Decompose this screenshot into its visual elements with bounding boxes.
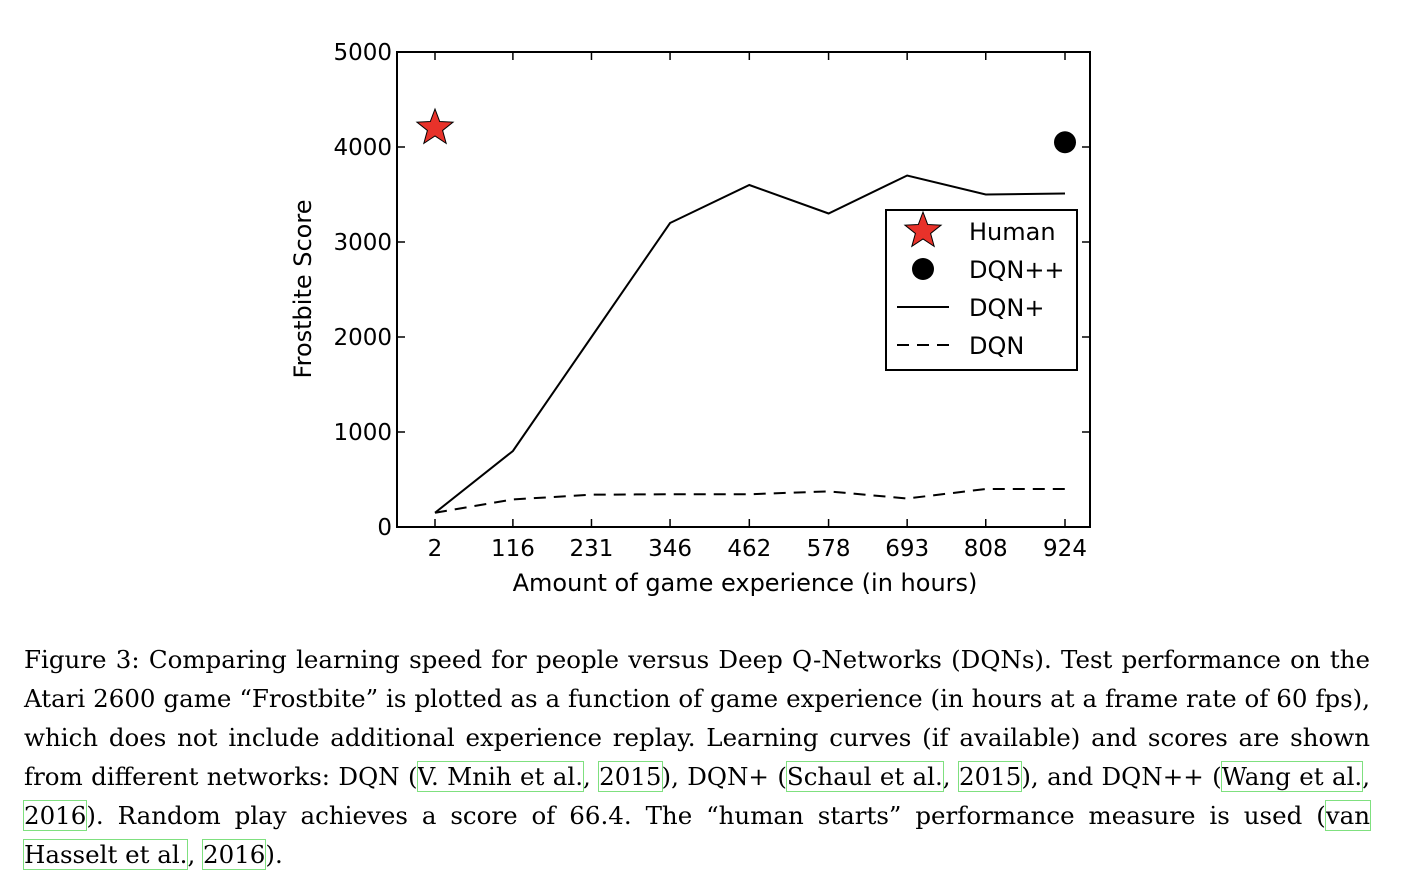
marker-human-star (415, 107, 455, 145)
x-tick-label: 231 (570, 536, 614, 562)
legend-label-dqn: DQN (969, 332, 1024, 360)
citation-sep: , (942, 762, 959, 791)
y-tick-label: 5000 (333, 40, 392, 66)
y-tick-label: 0 (377, 515, 392, 541)
citation-schaul-author[interactable]: Schaul et al. (785, 761, 944, 792)
plot-frame (396, 51, 1091, 528)
legend-label-human: Human (969, 218, 1056, 246)
citation-sep: , (1362, 762, 1370, 791)
x-tick-label: 578 (807, 536, 851, 562)
y-tick-label: 2000 (333, 325, 392, 351)
citation-mnih-year[interactable]: 2015 (598, 761, 663, 792)
citation-mnih-author[interactable]: V. Mnih et al. (416, 761, 584, 792)
x-tick-label: 808 (964, 536, 1008, 562)
citation-wang-year[interactable]: 2016 (22, 800, 88, 831)
frostbite-chart: 2 116 231 346 462 578 693 808 924 0 1000 2000 3000 40… (289, 40, 1091, 597)
citation-sep: , (187, 840, 204, 869)
legend-star-icon (903, 210, 943, 248)
tick-labels: 2 116 231 346 462 578 693 808 924 0 1000 2000 3000 40… (333, 40, 1087, 562)
caption-mid-1: ), DQN+ ( (661, 762, 787, 791)
x-tick-label: 346 (648, 536, 692, 562)
x-tick-label: 2 (428, 536, 443, 562)
x-tick-label: 116 (491, 536, 535, 562)
citation-vanhasselt-author[interactable]: van Hasselt et al. (23, 800, 1371, 870)
citation-wang-author[interactable]: Wang et al. (1220, 761, 1364, 792)
y-tick-label: 3000 (333, 230, 392, 256)
series-layer (434, 174, 1066, 514)
y-axis-label: Frostbite Score (289, 200, 317, 379)
series-line-dqnplus (434, 174, 1066, 514)
legend: Human DQN++ DQN+ DQN (885, 209, 1078, 371)
legend-dot-icon (912, 258, 934, 280)
y-tick-label: 1000 (333, 420, 392, 446)
x-tick-label: 924 (1043, 536, 1087, 562)
series-line-dqn (434, 488, 1065, 514)
x-tick-label: 693 (885, 536, 929, 562)
caption-mid-2: ), and DQN++ ( (1021, 762, 1222, 791)
caption-mid-3: ). Random play achieves a score of 66.4.… (86, 801, 1326, 830)
caption-prefix: Figure 3: Comparing learning speed for p… (24, 645, 1370, 791)
points-layer (415, 107, 1076, 154)
figure-caption: Figure 3: Comparing learning speed for p… (22, 640, 1371, 874)
caption-suffix: ). (265, 840, 283, 869)
citation-vanhasselt-year[interactable]: 2016 (202, 839, 267, 870)
legend-label-dqnplus: DQN+ (969, 294, 1044, 322)
x-tick-label: 462 (727, 536, 771, 562)
y-tick-label: 4000 (333, 135, 392, 161)
x-axis-label: Amount of game experience (in hours) (513, 569, 978, 597)
legend-label-dqnplusplus: DQN++ (969, 256, 1065, 284)
marker-dqnplusplus-dot (1054, 131, 1076, 154)
citation-sep: , (582, 762, 600, 791)
citation-schaul-year[interactable]: 2015 (957, 761, 1023, 792)
